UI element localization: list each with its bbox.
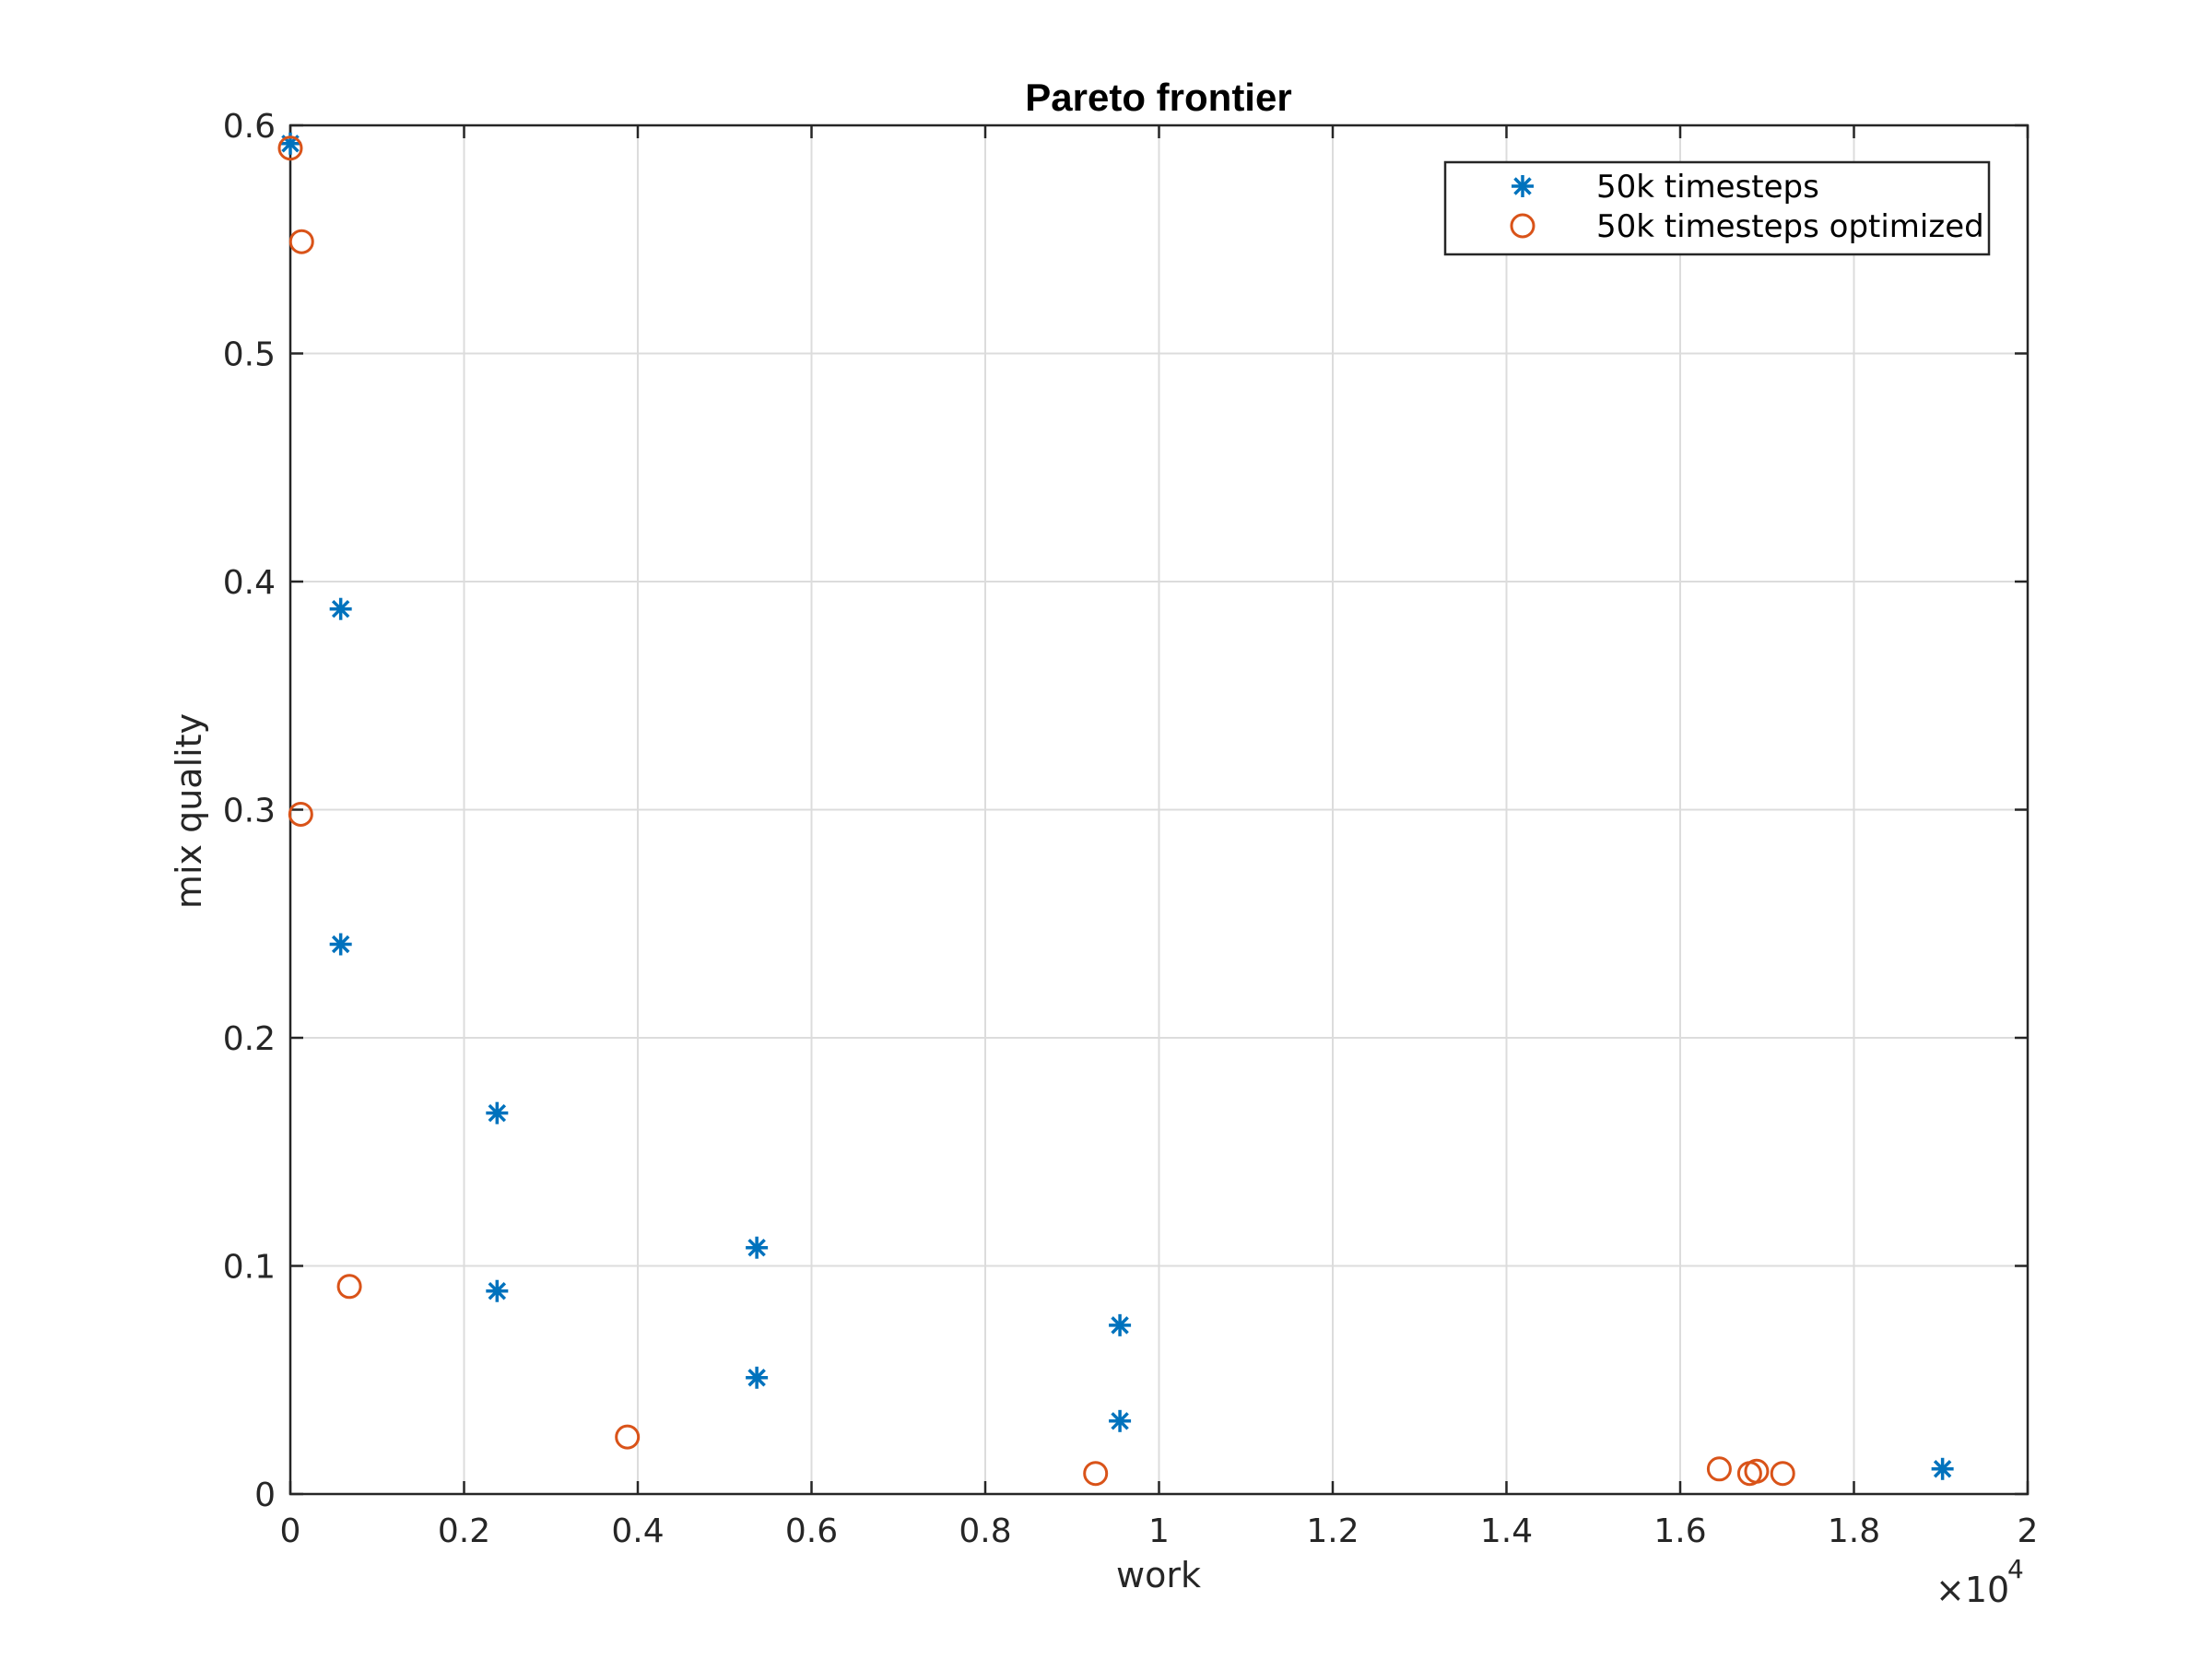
x-axis-label: work xyxy=(1116,1555,1201,1595)
data-point-circle xyxy=(288,801,313,827)
x-exponent-label: ×10 4 xyxy=(1936,1554,2024,1610)
data-point-asterisk xyxy=(1109,1313,1132,1336)
x-tick-label: 0.4 xyxy=(611,1512,664,1550)
data-point-asterisk xyxy=(486,1101,509,1124)
data-point-asterisk xyxy=(746,1366,769,1389)
x-tick-label: 1.2 xyxy=(1306,1512,1359,1550)
x-tick-label: 2 xyxy=(2018,1512,2039,1550)
y-tick-label: 0.6 xyxy=(223,108,276,146)
x-exponent-base: ×10 xyxy=(1936,1570,2009,1610)
legend-label-series-2: 50k timesteps optimized xyxy=(1596,208,1984,245)
data-point-asterisk xyxy=(329,597,352,620)
legend-circle-mark xyxy=(1510,213,1535,239)
y-tick-label: 0 xyxy=(254,1477,276,1514)
data-point-asterisk xyxy=(1931,1457,1954,1480)
data-markers xyxy=(277,132,1954,1487)
x-tick-label: 0.2 xyxy=(438,1512,490,1550)
x-tick-label: 0 xyxy=(280,1512,301,1550)
data-point-circle xyxy=(1770,1461,1795,1487)
y-tick-label: 0.5 xyxy=(223,336,276,374)
legend-label-series-1: 50k timesteps xyxy=(1596,169,1819,206)
data-point-circle xyxy=(288,229,314,254)
y-tick-label: 0.1 xyxy=(223,1249,276,1287)
x-exponent-power: 4 xyxy=(2007,1554,2024,1584)
x-tick-label: 0.6 xyxy=(785,1512,838,1550)
tick-labels: 0 0.2 0.4 0.6 0.8 1 1.2 1.4 1.6 1.8 2 0 0.1 0.2 0.3 0.4… xyxy=(223,108,2039,1550)
y-axis-label: mix quality xyxy=(169,713,209,909)
data-point-circle xyxy=(1706,1456,1732,1482)
x-tick-label: 1.4 xyxy=(1480,1512,1533,1550)
data-point-circle xyxy=(277,135,303,161)
data-point-asterisk xyxy=(1109,1409,1132,1432)
legend-asterisk-mark xyxy=(1512,175,1534,197)
data-point-circle xyxy=(1083,1461,1109,1487)
chart-title: Pareto frontier xyxy=(1025,76,1291,119)
x-tick-label: 1 xyxy=(1148,1512,1170,1550)
data-point-circle xyxy=(615,1424,641,1450)
legend-marker-asterisk-icon xyxy=(1512,175,1534,197)
y-tick-label: 0.3 xyxy=(223,793,276,830)
data-point-asterisk xyxy=(329,933,352,956)
y-tick-label: 0.4 xyxy=(223,564,276,602)
legend-box xyxy=(1443,160,1991,256)
legend-marker-circle-icon xyxy=(1510,213,1535,239)
y-tick-label: 0.2 xyxy=(223,1020,276,1058)
x-tick-label: 1.8 xyxy=(1828,1512,1880,1550)
x-tick-label: 0.8 xyxy=(959,1512,1011,1550)
data-point-asterisk xyxy=(486,1279,509,1302)
legend: 50k timesteps 50k timesteps optimized xyxy=(1443,160,1991,256)
data-point-circle xyxy=(1744,1458,1770,1484)
x-tick-label: 1.6 xyxy=(1653,1512,1706,1550)
data-point-asterisk xyxy=(746,1236,769,1259)
data-point-circle xyxy=(336,1274,362,1300)
